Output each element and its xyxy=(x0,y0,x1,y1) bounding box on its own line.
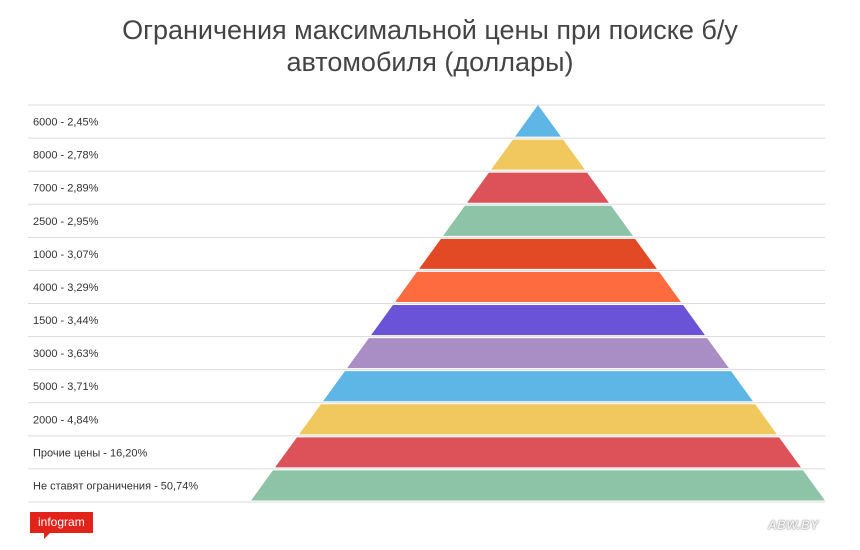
segment-label: 8000 - 2,78% xyxy=(33,150,99,162)
chart-title: Ограничения максимальной цены при поиске… xyxy=(0,14,860,78)
pyramid-segment[interactable] xyxy=(299,404,777,435)
infogram-logo[interactable]: infogram xyxy=(30,512,93,539)
pyramid-segment[interactable] xyxy=(467,172,609,203)
pyramid-segment[interactable] xyxy=(251,470,825,501)
segment-label: 3000 - 3,63% xyxy=(33,348,99,360)
segment-label: 4000 - 3,29% xyxy=(33,282,99,294)
pyramid-segment[interactable] xyxy=(275,437,801,468)
pyramid-segment[interactable] xyxy=(443,205,633,236)
pyramid-segment[interactable] xyxy=(347,338,729,369)
segment-label: 6000 - 2,45% xyxy=(33,117,99,129)
segment-label: Не ставят ограничения - 50,74% xyxy=(33,480,198,492)
chart-title-line-2: автомобиля (доллары) xyxy=(286,47,574,77)
segment-label: 1500 - 3,44% xyxy=(33,315,99,327)
segment-label: 5000 - 3,71% xyxy=(33,381,99,393)
abw-watermark: ABW.BY xyxy=(768,518,819,532)
segment-label: 2000 - 4,84% xyxy=(33,414,99,426)
pyramid-segment[interactable] xyxy=(491,139,585,170)
pyramid-segment[interactable] xyxy=(395,271,681,302)
pyramid-segment[interactable] xyxy=(371,305,705,336)
pyramid-segment[interactable] xyxy=(323,371,753,402)
segment-label: 7000 - 2,89% xyxy=(33,183,99,195)
segment-label: Прочие цены - 16,20% xyxy=(33,447,148,459)
pyramid-segment[interactable] xyxy=(515,105,561,137)
pyramid-segment[interactable] xyxy=(419,238,657,269)
chart-title-line-1: Ограничения максимальной цены при поиске… xyxy=(122,15,738,45)
segment-label: 1000 - 3,07% xyxy=(33,249,99,261)
segment-label: 2500 - 2,95% xyxy=(33,216,99,228)
